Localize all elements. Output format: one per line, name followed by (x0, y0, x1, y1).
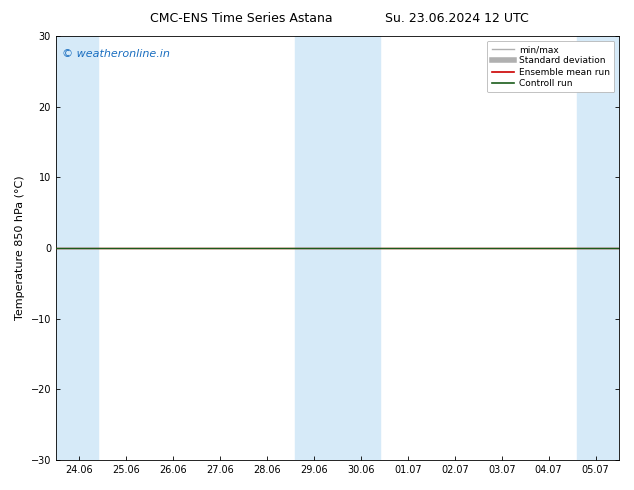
Y-axis label: Temperature 850 hPa (°C): Temperature 850 hPa (°C) (15, 176, 25, 320)
Bar (577, 36, 619, 460)
Text: Su. 23.06.2024 12 UTC: Su. 23.06.2024 12 UTC (385, 12, 528, 25)
Text: CMC-ENS Time Series Astana: CMC-ENS Time Series Astana (150, 12, 332, 25)
Text: © weatheronline.in: © weatheronline.in (61, 49, 169, 59)
Legend: min/max, Standard deviation, Ensemble mean run, Controll run: min/max, Standard deviation, Ensemble me… (488, 41, 614, 93)
Bar (295, 36, 380, 460)
Bar (56, 36, 98, 460)
